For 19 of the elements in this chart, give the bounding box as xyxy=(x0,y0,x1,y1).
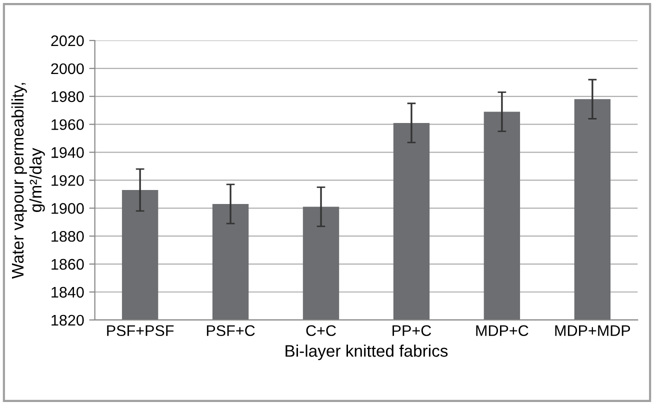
x-tick-label: MDP+C xyxy=(476,325,528,336)
y-tick-label: 1980 xyxy=(52,91,84,102)
x-tick-label: MDP+MDP xyxy=(555,325,630,336)
y-tick-label: 1920 xyxy=(52,175,84,186)
x-axis-title: Bi-layer knitted fabrics xyxy=(286,344,448,360)
y-tick-label: 1940 xyxy=(52,147,84,158)
y-tick-label: 1900 xyxy=(52,203,84,214)
x-tick-label: PP+C xyxy=(392,325,432,336)
y-tick-label: 1840 xyxy=(52,286,84,298)
y-tick-label: 2020 xyxy=(51,35,84,46)
y-tick-label: 1820 xyxy=(52,314,84,326)
y-axis-title: Water vapour permeability, g/m²/day xyxy=(11,83,45,279)
x-tick-label: C+C xyxy=(306,325,336,336)
x-tick-label: PSF+C xyxy=(206,325,255,336)
y-tick-label: 1860 xyxy=(52,258,84,270)
y-tick-label: 2000 xyxy=(51,63,84,74)
y-tick-label: 1960 xyxy=(52,119,84,130)
y-tick-label: 1880 xyxy=(52,230,84,242)
x-tick-label: PSF+PSF xyxy=(107,325,174,336)
